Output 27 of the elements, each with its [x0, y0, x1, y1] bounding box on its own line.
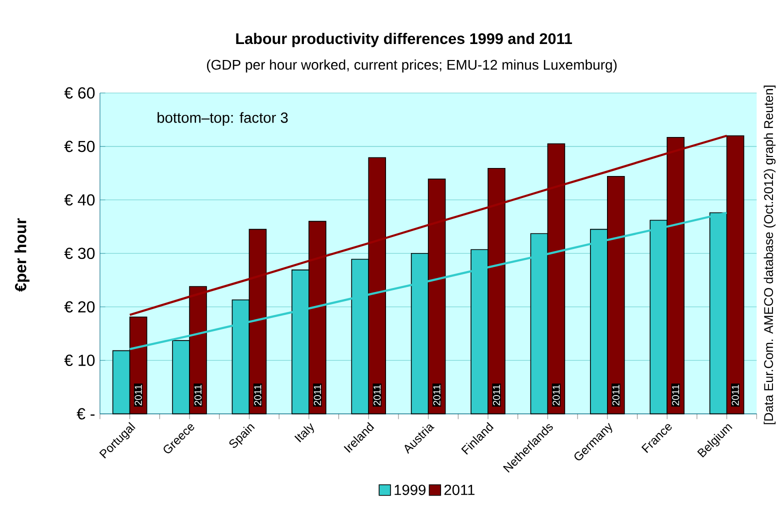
y-axis-title: €per hour [14, 218, 30, 292]
annotation: 2011 [672, 384, 680, 406]
annotation: 2011 [492, 384, 500, 406]
y-tick-label: € 10 [64, 354, 95, 366]
annotation: 2011 [254, 384, 262, 406]
annotation: 2011 [314, 384, 321, 406]
x-tick-label: Italy [294, 423, 314, 442]
annotation: 2011 [194, 384, 202, 406]
y-tick-label: € 40 [64, 194, 95, 206]
annotation: 2011 [374, 384, 381, 406]
annotation: 2011 [552, 384, 560, 406]
annotation: 2011 [134, 384, 142, 406]
y-tick-label: € 30 [64, 248, 95, 260]
annotation: 2011 [732, 384, 739, 406]
text: [Data Eur.Com. AMECO database (Oct.2012) graph Reuten] [764, 86, 776, 424]
chart-title: Labour productivity differences 1999 and 2011 [236, 32, 572, 48]
annotation: 2011 [433, 384, 440, 406]
legend-label: 1999 [394, 484, 426, 496]
annotation: bottom–top: factor 3 [158, 112, 288, 126]
y-tick-label: € 50 [64, 140, 95, 152]
y-tick-label: € 60 [64, 87, 95, 99]
legend-label: 2011 [444, 484, 475, 496]
y-tick-label: € - [76, 408, 95, 420]
chart-subtitle: (GDP per hour worked, current prices; EMU-12 minus Luxemburg) [206, 60, 617, 73]
annotation: 2011 [612, 384, 620, 406]
y-tick-label: € 20 [64, 301, 95, 313]
line-series [128, 134, 728, 316]
